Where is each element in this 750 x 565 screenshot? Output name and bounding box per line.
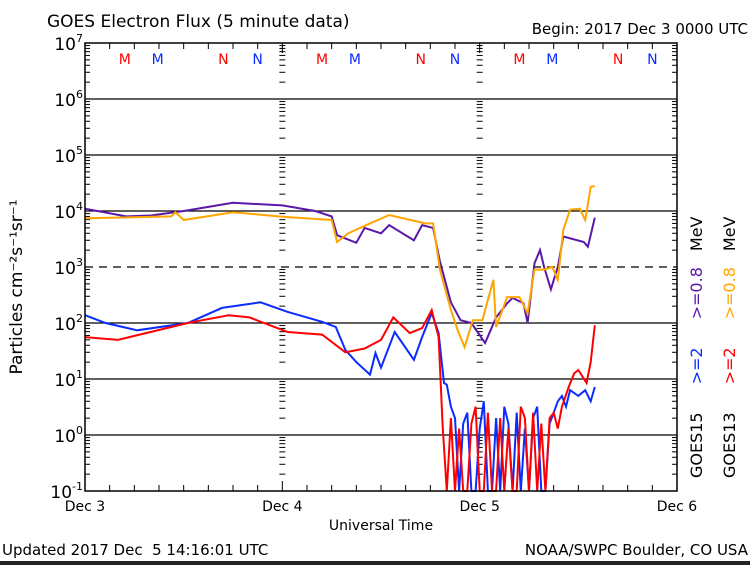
mn-marker: M xyxy=(119,52,131,68)
mn-marker: N xyxy=(252,52,262,68)
legend: GOES15>=2>=0.8MeV GOES13>=2>=0.8MeV xyxy=(687,216,739,478)
plot-frame xyxy=(84,42,678,492)
updated-timestamp: Updated 2017 Dec 5 14:16:01 UTC xyxy=(2,541,268,559)
mn-marker: N xyxy=(415,52,425,68)
x-tick-labels: Dec 3 Dec 4 Dec 5 Dec 6 xyxy=(65,499,698,515)
legend-column: GOES13>=2>=0.8MeV xyxy=(720,216,739,478)
series-lines xyxy=(84,185,596,492)
x-tick-label: Dec 4 xyxy=(262,499,303,515)
mn-marker: M xyxy=(546,52,558,68)
chart-title: GOES Electron Flux (5 minute data) xyxy=(47,12,350,32)
mn-marker: N xyxy=(613,52,623,68)
y-tick-labels: 107 106 105 104 103 102 101 100 10-1 xyxy=(50,32,83,503)
x-tick-label: Dec 3 xyxy=(65,499,105,515)
mn-marker: M xyxy=(349,52,361,68)
grid xyxy=(85,98,677,436)
x-axis-label: Universal Time xyxy=(329,518,433,534)
legend-column: GOES15>=2>=0.8MeV xyxy=(687,216,706,478)
y-tick-label: 10-1 xyxy=(50,480,83,503)
series-line xyxy=(84,201,596,346)
axis-ticks xyxy=(84,43,678,491)
mn-marker: M xyxy=(513,52,525,68)
series-line xyxy=(84,185,595,351)
y-tick-label: 100 xyxy=(54,424,83,447)
y-tick-label: 104 xyxy=(54,200,83,223)
begin-label: Begin: 2017 Dec 3 0000 UTC xyxy=(532,20,748,38)
y-axis-label: Particles cm⁻²s⁻¹sr⁻¹ xyxy=(7,199,27,374)
y-tick-label: 106 xyxy=(54,88,83,111)
x-tick-label: Dec 6 xyxy=(657,499,698,515)
y-tick-label: 105 xyxy=(54,144,83,167)
credit-label: NOAA/SWPC Boulder, CO USA xyxy=(525,541,749,559)
mn-marker: M xyxy=(316,52,328,68)
mn-marker: N xyxy=(450,52,460,68)
x-tick-label: Dec 5 xyxy=(459,499,499,515)
mn-marker: N xyxy=(218,52,228,68)
bottom-strip xyxy=(0,561,750,565)
mn-marker: N xyxy=(647,52,657,68)
y-tick-label: 103 xyxy=(54,256,83,279)
y-tick-label: 107 xyxy=(54,32,83,55)
y-tick-label: 101 xyxy=(54,368,83,391)
y-tick-label: 102 xyxy=(54,312,83,335)
mn-marker: M xyxy=(152,52,164,68)
